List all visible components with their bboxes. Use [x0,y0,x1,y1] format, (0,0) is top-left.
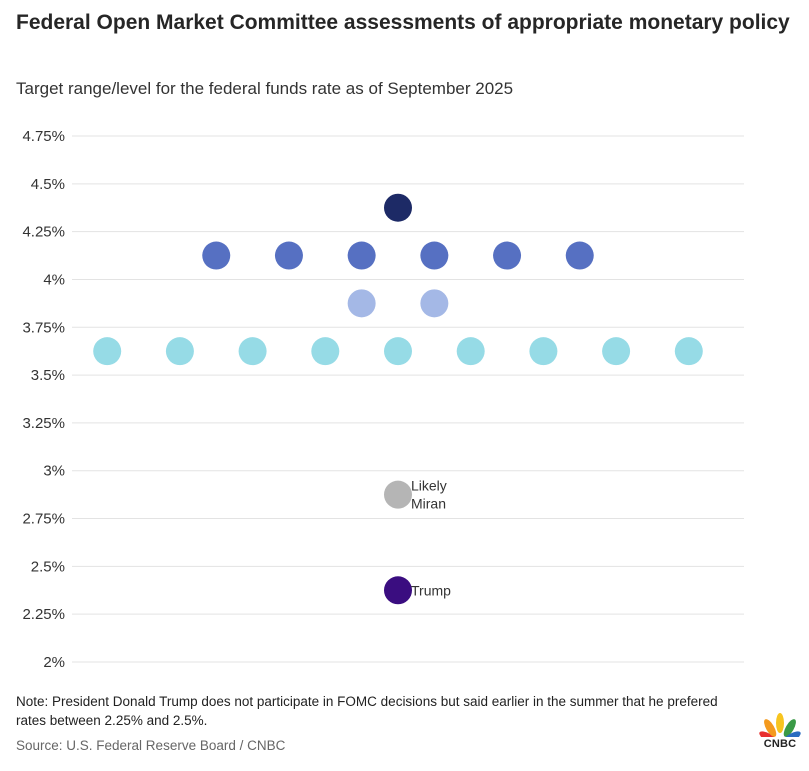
dot [420,289,449,318]
dot [529,337,558,366]
dot [602,337,631,366]
source-credit: Source: U.S. Federal Reserve Board / CNB… [16,738,286,753]
dot [347,241,376,270]
y-tick-label: 3.25% [22,415,65,432]
dot [311,337,340,366]
annotation-label: Miran [411,496,446,512]
dot-plot-chart: 4.75% 4.5% 4.25% 4% 3.75% 3.5% 3.25% 3% 2.75% 2.5… [22,128,744,671]
chart-title: Federal Open Market Committee assessment… [16,11,790,34]
dot [165,337,194,366]
dot [493,241,522,270]
dot [384,480,412,509]
y-axis-tick-labels: 4.75% 4.5% 4.25% 4% 3.75% 3.5% 3.25% 3% 2.75% 2.5… [22,128,65,671]
y-tick-label: 3% [43,463,65,480]
dot [456,337,485,366]
y-tick-label: 2% [43,654,65,671]
dot [384,337,412,366]
dot [674,337,703,366]
dot [420,241,449,270]
dot [347,289,376,318]
y-tick-label: 3.75% [22,319,65,336]
dot [93,337,122,366]
annotation-label: Likely [411,478,447,494]
dot [238,337,267,366]
dot [384,576,412,605]
y-tick-label: 4% [43,271,65,288]
annotation-label: Trump [411,582,451,598]
y-tick-label: 4.25% [22,224,65,241]
y-tick-label: 4.5% [31,176,65,193]
dot [274,241,303,270]
dot [202,241,231,270]
y-tick-label: 2.75% [22,511,65,528]
cnbc-logo-text: CNBC [763,738,797,750]
dot [565,241,594,270]
footnote: Note: President Donald Trump does not pa… [16,694,718,728]
peacock-icon [759,713,801,744]
dots [93,193,703,605]
y-tick-label: 3.5% [31,367,65,384]
y-tick-label: 4.75% [22,128,65,145]
cnbc-logo: CNBC [759,713,801,753]
gridlines [72,135,744,663]
y-tick-label: 2.5% [31,558,65,575]
chart-subtitle: Target range/level for the federal funds… [16,79,514,98]
y-tick-label: 2.25% [22,606,65,623]
dot [384,193,412,222]
annotations: Likely Miran Trump [411,478,451,599]
